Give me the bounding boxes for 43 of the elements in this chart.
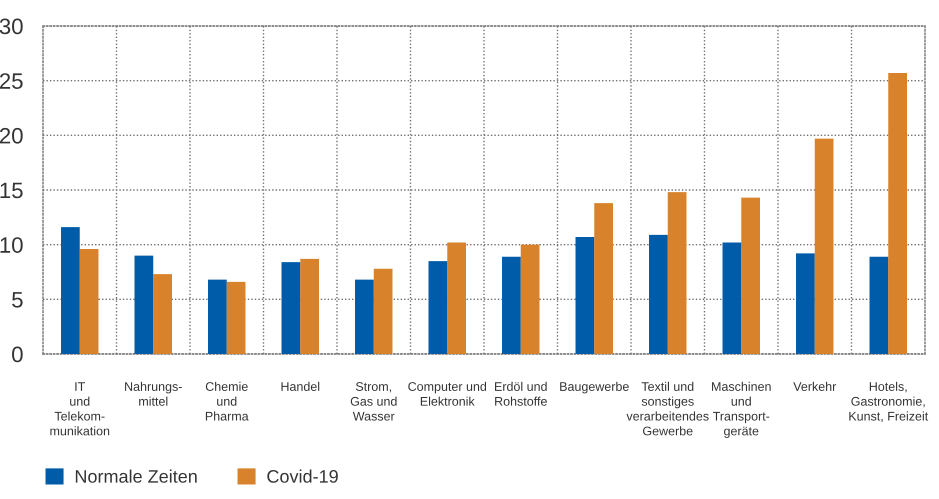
bar: [520, 244, 540, 354]
bar: [447, 242, 466, 354]
bar: [61, 227, 80, 354]
x-tick-label: Nahrungs- mittel: [125, 382, 182, 406]
y-tick-label: 15: [0, 182, 23, 198]
bar: [374, 268, 392, 354]
bar: [502, 256, 521, 354]
x-tick-label: Hotels, Gastronomie, Kunst, Freizeit: [849, 382, 928, 422]
bar: [814, 138, 834, 354]
bar: [888, 73, 907, 354]
legend-label: Covid-19: [267, 470, 338, 483]
y-tick-label: 25: [0, 73, 23, 89]
bar: [153, 274, 172, 354]
bar: [796, 253, 815, 354]
x-tick-label: Maschinen und Transport- geräte: [712, 382, 771, 438]
x-tick-label: Handel: [281, 382, 320, 391]
bar: [594, 203, 613, 354]
x-tick-label: Erdöl und Rohstoffe: [495, 382, 547, 406]
bar: [576, 237, 594, 354]
y-tick-label: 30: [0, 18, 23, 34]
bar: [226, 282, 246, 354]
x-tick-label: IT und Telekom- munikation: [50, 382, 110, 436]
bar: [428, 261, 448, 354]
y-tick-label: 20: [0, 128, 23, 144]
bar: [722, 242, 742, 354]
bar: [134, 256, 154, 354]
bar: [282, 262, 300, 354]
bar: [80, 249, 98, 354]
y-tick-label: 10: [0, 237, 23, 253]
bar: [300, 258, 319, 354]
x-tick-label: Chemie und Pharma: [206, 382, 249, 421]
bar: [668, 192, 686, 354]
x-tick-label: Verkehr: [793, 382, 836, 391]
bar: [741, 198, 760, 354]
x-tick-label: Computer und Elektronik: [408, 382, 486, 406]
bar: [649, 234, 668, 354]
bar: [870, 256, 888, 354]
y-tick-label: 0: [12, 346, 23, 362]
y-tick-label: 5: [12, 292, 23, 308]
x-tick-label: Strom, Gas und Wasser: [350, 382, 397, 421]
bar: [355, 280, 374, 354]
legend-label: Normale Zeiten: [76, 470, 197, 483]
bar: [208, 280, 227, 354]
